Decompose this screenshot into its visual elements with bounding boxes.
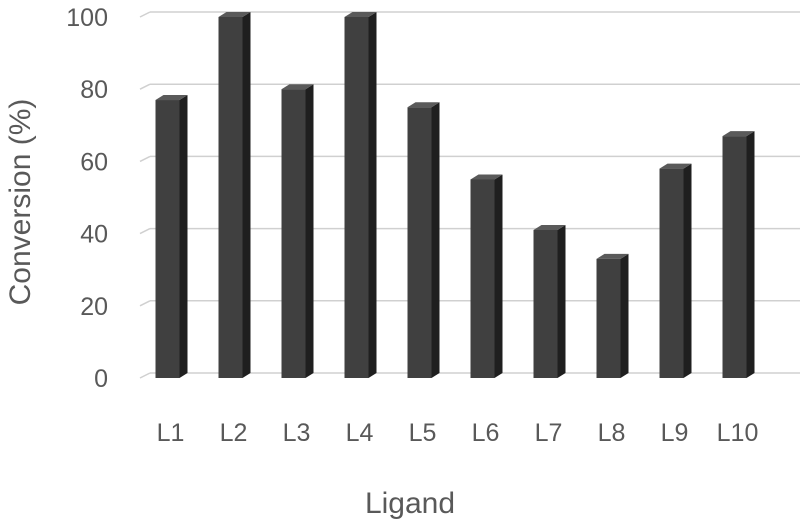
- bar-front: [281, 89, 306, 378]
- gridline-connector: [139, 300, 151, 307]
- y-tick-label: 20: [80, 293, 108, 321]
- bar-top: [470, 174, 503, 180]
- bar-side: [746, 131, 755, 378]
- gridline-connector: [139, 155, 151, 163]
- bar-top: [596, 253, 629, 259]
- bar-front: [218, 17, 243, 378]
- x-tick-label: L10: [717, 419, 759, 447]
- gridline-connector: [139, 83, 151, 90]
- bar-L10: [722, 131, 755, 378]
- x-tick-label: L9: [661, 419, 689, 447]
- gridline-connector: [139, 372, 151, 379]
- x-tick-label: L4: [346, 419, 374, 447]
- bar-L5: [407, 102, 440, 378]
- y-tick-label: 60: [80, 148, 108, 176]
- bar-top: [155, 95, 188, 101]
- bar-top: [533, 224, 566, 230]
- y-axis-ticks: 0 20 40 60 80 100: [66, 4, 108, 393]
- x-axis-ticks: L1 L2 L3 L4 L5 L6 L7 L8 L9 L10: [157, 419, 759, 447]
- x-axis-title: Ligand: [365, 487, 455, 520]
- bar-side: [557, 224, 566, 378]
- x-tick-label: L6: [472, 419, 500, 447]
- y-axis-title: Conversion (%): [4, 99, 37, 306]
- bar-front: [407, 107, 432, 378]
- bar-top: [281, 84, 314, 90]
- bar-front: [533, 229, 558, 378]
- bar-side: [305, 84, 314, 378]
- y-tick-label: 40: [80, 221, 108, 249]
- bar-L4: [344, 12, 377, 378]
- bar-top: [659, 163, 692, 169]
- y-tick-label: 100: [66, 4, 108, 32]
- gridline-connector: [139, 11, 151, 18]
- x-tick-label: L1: [157, 419, 185, 447]
- bar-side: [242, 12, 251, 378]
- x-tick-label: L3: [283, 419, 311, 447]
- bar-side: [431, 102, 440, 378]
- bar-side: [683, 163, 692, 378]
- x-tick-label: L8: [598, 419, 626, 447]
- y-tick-label: 80: [80, 76, 108, 104]
- bars: [155, 12, 755, 378]
- bar-side: [494, 174, 503, 378]
- bar-side: [368, 12, 377, 378]
- bar-front: [596, 258, 621, 378]
- bar-L9: [659, 163, 692, 378]
- y-tick-label: 0: [94, 365, 108, 393]
- bar-front: [470, 179, 495, 378]
- bar-front: [344, 17, 369, 378]
- bar-L2: [218, 12, 251, 378]
- bar-front: [659, 168, 684, 378]
- gridline-connector: [139, 227, 151, 235]
- bar-top: [344, 12, 377, 17]
- bar-L3: [281, 84, 314, 378]
- bar-side: [179, 95, 188, 378]
- bar-top: [407, 102, 440, 108]
- bar-front: [155, 100, 180, 378]
- bar-L1: [155, 95, 188, 378]
- bar-L8: [596, 253, 629, 378]
- bar-side: [620, 253, 629, 378]
- bar-top: [722, 131, 755, 137]
- bar-top: [218, 12, 251, 17]
- x-tick-label: L2: [220, 419, 248, 447]
- bar-front: [722, 136, 747, 378]
- bar-L7: [533, 224, 566, 378]
- x-tick-label: L5: [409, 419, 437, 447]
- x-tick-label: L7: [535, 419, 563, 447]
- bar-L6: [470, 174, 503, 378]
